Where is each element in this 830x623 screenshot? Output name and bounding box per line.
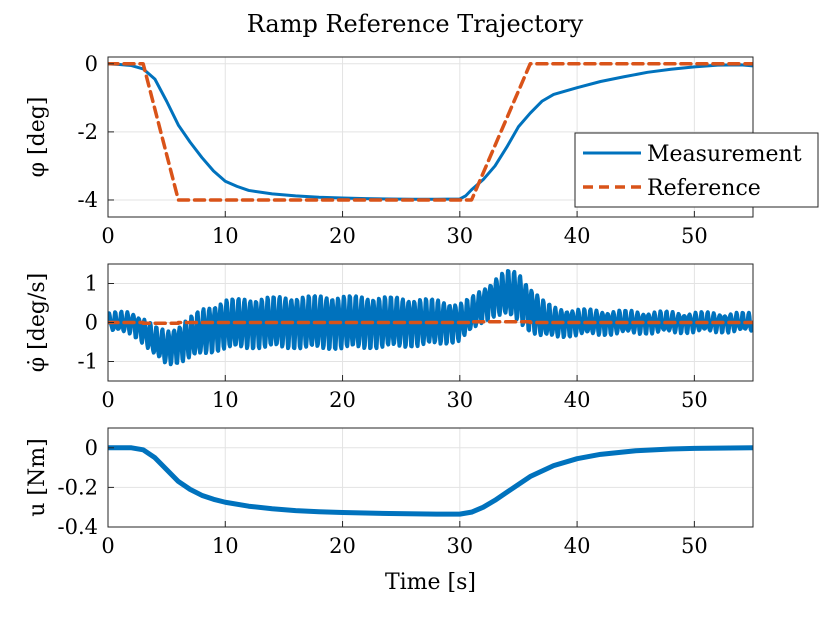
series-line-u [108,445,753,517]
y-axis-label: u [Nm] [25,438,50,516]
x-tick-label: 10 [212,388,239,412]
y-tick-label: 0 [85,52,98,76]
plot-area [108,445,753,517]
y-axis-label: φ [deg] [25,97,50,178]
series-line-reference [108,62,753,202]
y-tick-label: -1 [78,350,98,374]
x-tick-label: 40 [564,224,591,248]
x-tick-label: 40 [564,388,591,412]
series-line-measurement [108,269,753,367]
x-tick-label: 0 [101,224,114,248]
x-tick-label: 0 [101,534,114,558]
x-tick-label: 20 [329,534,356,558]
plot-area [108,62,753,202]
y-tick-label: -4 [78,188,98,212]
x-tick-label: 0 [101,388,114,412]
y-tick-label: 1 [85,272,98,296]
y-tick-label: 0 [85,311,98,335]
y-axis-label: φ̇ [deg/s] [25,273,50,372]
x-tick-label: 50 [681,534,708,558]
y-tick-label: -0.2 [58,475,99,499]
x-tick-label: 30 [446,534,473,558]
x-tick-label: 10 [212,534,239,558]
x-tick-label: 40 [564,534,591,558]
x-tick-label: 30 [446,388,473,412]
x-tick-label: 50 [681,224,708,248]
legend-label-measurement: Measurement [647,142,802,167]
x-tick-label: 10 [212,224,239,248]
x-tick-label: 30 [446,224,473,248]
legend-label-reference: Reference [647,176,761,201]
x-tick-label: 20 [329,224,356,248]
series-line-reference [108,319,753,326]
panel-u: 0 10 20 30 40 50 0 -0.2 -0.4 u [Nm] Time [s] [25,427,754,595]
y-tick-label: 0 [85,436,98,460]
x-tick-label: 50 [681,388,708,412]
plot-area [108,269,753,367]
axes-box [107,427,754,528]
panel-phi: 0 10 20 30 40 50 0 -2 -4 φ [deg] Measurement Refere… [25,52,819,248]
figure-title: Ramp Reference Trajectory [247,10,584,38]
x-tick-label: 20 [329,388,356,412]
y-tick-label: -2 [78,120,98,144]
legend-box [574,132,819,208]
y-tick-label: -0.4 [58,515,99,539]
x-axis-label: Time [s] [385,570,476,595]
